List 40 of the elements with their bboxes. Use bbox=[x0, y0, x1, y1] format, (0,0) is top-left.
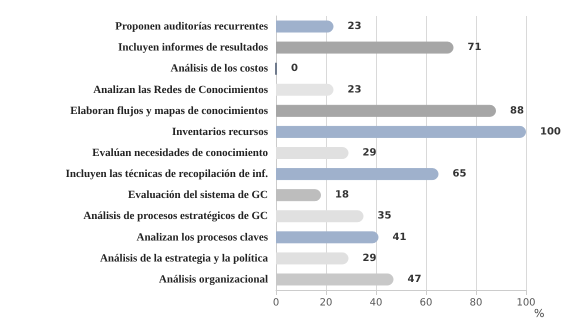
data-label: 35 bbox=[378, 210, 392, 222]
y-tick-label: Incluyen las técnicas de recopilación de inf. bbox=[66, 168, 268, 180]
data-label: 0 bbox=[291, 63, 298, 74]
y-tick-label: Evaluación del sistema de GC bbox=[128, 189, 268, 202]
bar bbox=[276, 189, 321, 202]
x-tick-label: 100 bbox=[516, 298, 536, 308]
y-tick-label: Elaboran flujos y mapas de conocimientos bbox=[70, 104, 269, 117]
bar bbox=[276, 42, 454, 54]
bar bbox=[276, 126, 526, 138]
x-tick-label: 40 bbox=[370, 298, 382, 308]
y-tick-label: Evalúan necesidades de conocimiento bbox=[92, 147, 268, 159]
bar bbox=[276, 168, 438, 180]
y-tick-label: Análisis organizacional bbox=[158, 273, 268, 286]
y-tick-label: Análisis de los costos bbox=[170, 62, 269, 75]
data-label: 23 bbox=[348, 21, 362, 32]
y-tick-label: Analizan las Redes de Conocimientos bbox=[93, 84, 269, 96]
bar bbox=[276, 20, 334, 33]
y-tick-label: Proponen auditorías recurrentes bbox=[115, 20, 269, 33]
y-tick-label: Análisis de la estrategia y la política bbox=[100, 252, 268, 264]
y-tick-label: Analizan los procesos claves bbox=[136, 231, 269, 244]
data-label: 23 bbox=[348, 84, 362, 96]
data-label: 18 bbox=[335, 190, 349, 201]
x-tick-label: 20 bbox=[320, 298, 332, 308]
data-label: 88 bbox=[510, 105, 524, 116]
y-tick-label: Análisis de procesos estratégicos de GC bbox=[83, 210, 268, 222]
data-label: 65 bbox=[452, 168, 466, 180]
data-label: 29 bbox=[362, 148, 376, 158]
x-axis-title: % bbox=[534, 307, 544, 320]
x-tick-label: 80 bbox=[470, 298, 482, 308]
x-tick-label: 0 bbox=[272, 298, 280, 308]
data-label: 41 bbox=[392, 232, 406, 243]
y-tick-label: Inventarios recursos bbox=[172, 126, 269, 138]
data-label: 29 bbox=[362, 252, 376, 264]
data-label: 71 bbox=[468, 42, 482, 54]
bar bbox=[276, 104, 496, 117]
bar bbox=[276, 231, 378, 244]
data-label: 100 bbox=[540, 126, 561, 138]
data-label: 47 bbox=[408, 274, 422, 285]
x-tick-label: 60 bbox=[420, 298, 432, 308]
y-tick-label: Incluyen informes de resultados bbox=[118, 42, 269, 54]
